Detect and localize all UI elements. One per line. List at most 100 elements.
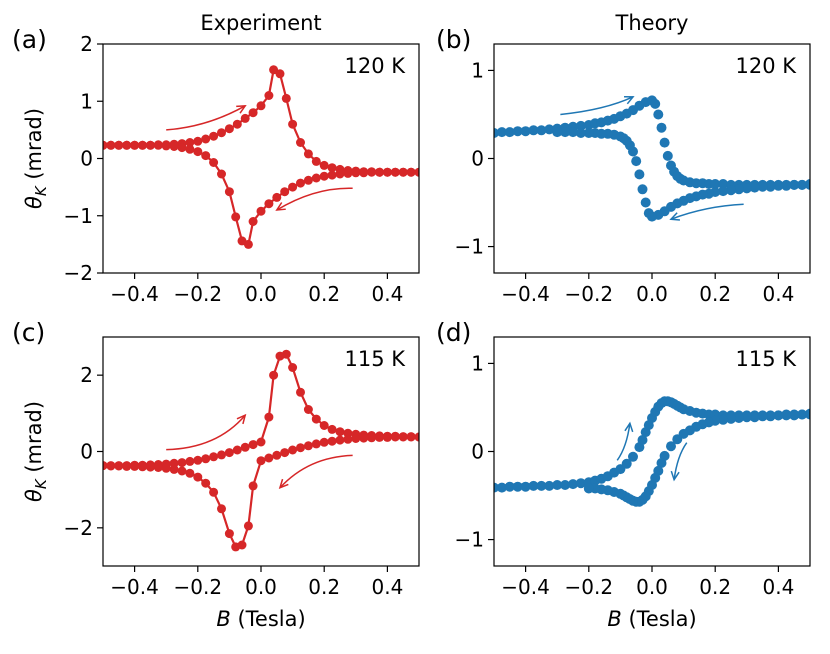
data-point bbox=[773, 180, 784, 191]
data-point bbox=[560, 480, 571, 490]
sweep-arrow-2 bbox=[670, 203, 744, 220]
data-point bbox=[272, 450, 282, 460]
data-point bbox=[114, 461, 124, 471]
arrow-head bbox=[278, 478, 289, 490]
data-point bbox=[382, 167, 392, 177]
data-point bbox=[201, 478, 211, 488]
data-point bbox=[185, 468, 195, 478]
arrow-head bbox=[236, 413, 247, 425]
data-point bbox=[631, 156, 642, 167]
data-point bbox=[256, 456, 266, 466]
data-point bbox=[288, 445, 298, 455]
y-tick-label: 1 bbox=[471, 58, 484, 82]
data-point bbox=[248, 108, 258, 118]
data-point bbox=[248, 440, 258, 450]
data-point bbox=[398, 432, 408, 442]
data-point bbox=[269, 65, 279, 75]
data-point bbox=[726, 185, 736, 196]
data-point bbox=[343, 434, 353, 444]
data-point bbox=[288, 363, 298, 372]
x-tick-label: 0.0 bbox=[636, 575, 668, 599]
data-point bbox=[280, 448, 290, 458]
series-sweep-down-a bbox=[103, 140, 419, 249]
data-point bbox=[232, 445, 242, 455]
data-point bbox=[650, 98, 661, 109]
data-point bbox=[568, 479, 578, 490]
data-point bbox=[327, 424, 337, 434]
data-point bbox=[161, 141, 171, 151]
panel-letter-a: (a) bbox=[12, 25, 47, 54]
x-tick-label: −0.2 bbox=[174, 282, 223, 306]
x-axis-label-c: B (Tesla) bbox=[216, 607, 305, 631]
arrow-head bbox=[236, 104, 247, 114]
axes-frame-b bbox=[493, 43, 811, 274]
data-point bbox=[343, 168, 353, 178]
x-tick-label: 0.4 bbox=[762, 575, 794, 599]
data-point bbox=[575, 478, 586, 489]
data-point bbox=[335, 435, 345, 445]
temperature-label-a: 120 K bbox=[344, 54, 406, 78]
y-tick-label: −1 bbox=[455, 528, 484, 552]
axes-frame-d bbox=[493, 336, 811, 567]
data-point bbox=[666, 441, 676, 452]
data-point bbox=[319, 421, 329, 430]
data-point bbox=[544, 124, 555, 135]
data-point bbox=[264, 91, 274, 100]
data-point bbox=[797, 409, 808, 420]
data-point bbox=[528, 480, 539, 491]
data-point bbox=[217, 128, 226, 138]
x-tick-label: 0.2 bbox=[308, 575, 340, 599]
data-point bbox=[201, 151, 211, 161]
arrow-head bbox=[624, 421, 634, 433]
y-tick-label: 0 bbox=[471, 147, 484, 171]
temperature-label-c: 115 K bbox=[344, 347, 406, 371]
data-point bbox=[327, 163, 337, 173]
data-point bbox=[185, 144, 195, 154]
x-tick-label: −0.4 bbox=[110, 575, 159, 599]
data-point bbox=[367, 433, 377, 443]
data-point bbox=[382, 432, 392, 442]
data-point bbox=[237, 236, 247, 246]
data-point bbox=[367, 167, 377, 177]
sweep-arrow-1 bbox=[560, 96, 634, 116]
temperature-label-d: 115 K bbox=[735, 347, 797, 371]
data-point bbox=[583, 128, 594, 138]
data-point bbox=[552, 480, 563, 490]
data-point bbox=[789, 410, 800, 421]
data-point bbox=[733, 413, 744, 423]
data-point bbox=[303, 149, 313, 159]
axes-frame-a bbox=[102, 43, 420, 274]
y-tick-label: 2 bbox=[80, 32, 93, 56]
data-point bbox=[106, 140, 116, 150]
data-point bbox=[311, 173, 321, 183]
data-point bbox=[319, 171, 329, 181]
data-point bbox=[335, 169, 345, 179]
data-point bbox=[390, 432, 400, 442]
data-point bbox=[637, 184, 648, 195]
sweep-arrow-1 bbox=[616, 423, 631, 461]
data-point bbox=[177, 143, 187, 153]
column-title-theory: Theory bbox=[615, 11, 689, 35]
arrow-head bbox=[669, 212, 680, 221]
x-tick-label: 0.2 bbox=[308, 282, 340, 306]
data-point bbox=[281, 93, 291, 103]
data-point bbox=[781, 410, 792, 421]
series-sweep-down-d bbox=[583, 409, 810, 507]
x-axis-label-d: B (Tesla) bbox=[607, 607, 696, 631]
data-point bbox=[718, 414, 729, 425]
data-point bbox=[209, 158, 219, 167]
data-point bbox=[628, 451, 638, 462]
series-line-sweep-up bbox=[103, 68, 419, 174]
data-point bbox=[243, 521, 253, 531]
data-point bbox=[185, 138, 195, 147]
data-point bbox=[281, 349, 291, 359]
data-point bbox=[296, 138, 305, 147]
data-point bbox=[311, 439, 321, 449]
series-line-sweep-down bbox=[103, 435, 419, 549]
y-tick-label: 0 bbox=[80, 147, 93, 171]
sweep-arrow-2 bbox=[276, 187, 353, 211]
data-point bbox=[414, 432, 419, 442]
x-tick-label: −0.2 bbox=[565, 282, 614, 306]
plot-area-d bbox=[494, 396, 810, 507]
data-point bbox=[797, 179, 808, 190]
